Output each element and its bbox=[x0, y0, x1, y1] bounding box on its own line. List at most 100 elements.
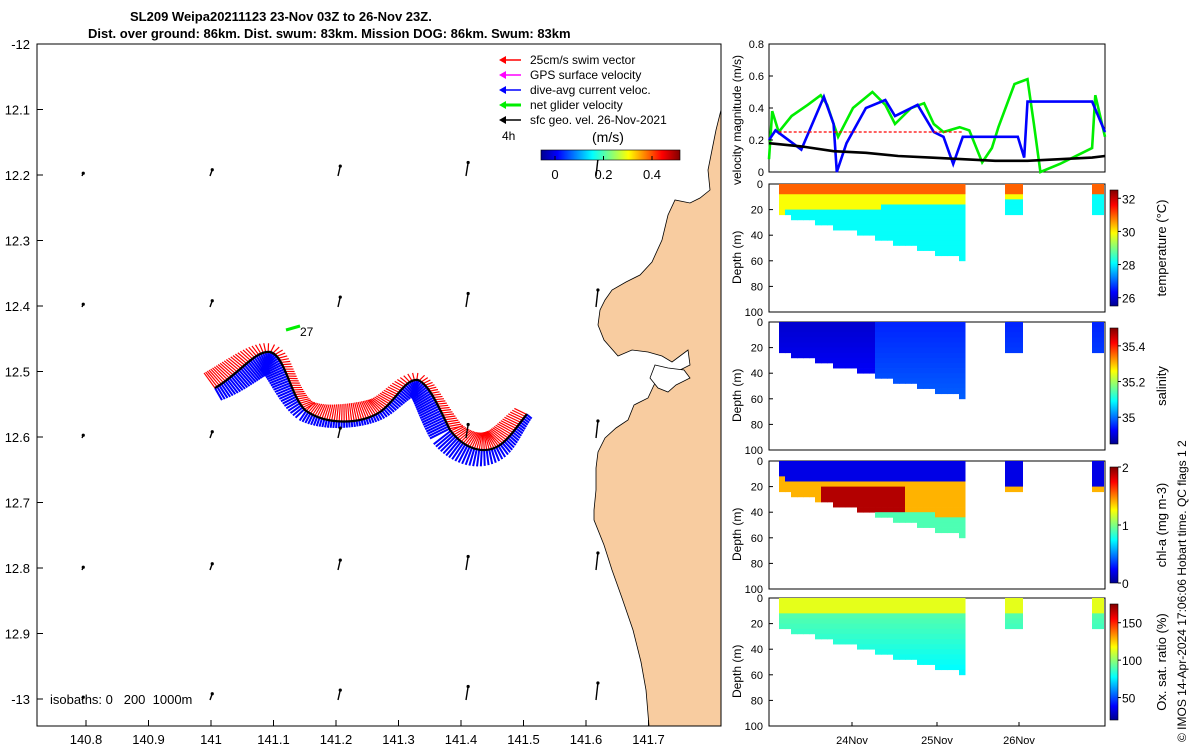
section-cell bbox=[905, 194, 912, 200]
map-x-tick-label: 141.3 bbox=[382, 732, 415, 747]
current-vector bbox=[230, 375, 244, 391]
swim-vector bbox=[280, 360, 291, 364]
section-cell bbox=[827, 194, 834, 200]
section-cell bbox=[815, 608, 822, 614]
map-y-tick-label: -12 bbox=[11, 37, 30, 52]
current-vector bbox=[214, 387, 223, 401]
swim-vector bbox=[438, 404, 449, 407]
section-cell bbox=[779, 337, 786, 343]
map-y-tick-label: 12.2 bbox=[5, 168, 30, 183]
current-vector bbox=[234, 372, 249, 389]
section-cell bbox=[941, 618, 948, 624]
section-cell bbox=[863, 204, 870, 210]
section-cell bbox=[821, 613, 828, 619]
section-cell bbox=[899, 332, 906, 338]
section-cell bbox=[899, 199, 906, 205]
geo-arrow-head bbox=[210, 299, 214, 303]
section-cell bbox=[935, 522, 942, 528]
section-cell bbox=[809, 618, 816, 624]
section-cell bbox=[911, 378, 918, 384]
current-vector bbox=[236, 371, 251, 387]
section-cell bbox=[881, 373, 888, 379]
section-cell bbox=[839, 633, 846, 640]
geo-arrow-head bbox=[338, 426, 342, 430]
section-cell bbox=[947, 517, 954, 523]
swim-vector bbox=[217, 364, 232, 377]
section-cell bbox=[917, 214, 924, 221]
section-cell bbox=[929, 517, 936, 523]
section-y-tick-label: 80 bbox=[751, 558, 763, 570]
swim-vector bbox=[485, 431, 495, 449]
net-velocity-marker bbox=[285, 324, 301, 332]
section-cell bbox=[875, 471, 882, 477]
section-cell bbox=[827, 199, 834, 205]
swim-vector bbox=[279, 358, 289, 361]
section-cell bbox=[845, 199, 852, 205]
colorbar-tick-label: 35.2 bbox=[1122, 376, 1146, 390]
section-cell bbox=[911, 189, 918, 195]
section-cell bbox=[797, 184, 804, 190]
section-cell bbox=[899, 240, 906, 246]
section-cell bbox=[893, 362, 900, 369]
section-cell bbox=[947, 496, 954, 503]
geo-arrow-head bbox=[596, 681, 600, 685]
section-cell bbox=[809, 486, 816, 493]
section-cell bbox=[953, 327, 960, 333]
section-cell bbox=[953, 388, 960, 395]
velocity-series-line bbox=[767, 77, 1107, 174]
swim-vector bbox=[514, 407, 527, 415]
section-cell bbox=[851, 496, 858, 503]
section-cell bbox=[863, 337, 870, 343]
section-cell bbox=[839, 623, 846, 630]
section-cell bbox=[797, 476, 804, 482]
section-cell bbox=[809, 623, 816, 630]
section-cell bbox=[935, 245, 942, 251]
section-cell bbox=[941, 659, 948, 665]
section-cell bbox=[827, 342, 834, 348]
section-y-tick-label: 0 bbox=[757, 456, 763, 468]
swim-vector bbox=[476, 432, 482, 450]
section-cell bbox=[893, 613, 900, 619]
swim-vector bbox=[484, 431, 490, 450]
section-cell bbox=[947, 368, 954, 374]
section-y-tick-label: 20 bbox=[751, 343, 763, 355]
current-vector bbox=[240, 367, 255, 385]
section-cell bbox=[923, 240, 930, 246]
swim-vector bbox=[362, 400, 372, 417]
section-cell bbox=[875, 214, 882, 221]
section-cell bbox=[857, 633, 864, 640]
section-cell bbox=[923, 654, 930, 660]
section-cell bbox=[1005, 481, 1023, 487]
swim-vector bbox=[389, 384, 401, 392]
section-cell bbox=[821, 219, 828, 226]
section-cell bbox=[785, 598, 792, 604]
section-cell bbox=[929, 347, 936, 354]
geo-arrow-head bbox=[81, 433, 85, 437]
section-cell bbox=[929, 608, 936, 614]
section-cell bbox=[935, 250, 942, 257]
section-cell bbox=[893, 184, 900, 190]
section-cell bbox=[791, 623, 798, 630]
section-cell bbox=[935, 230, 942, 236]
current-vector bbox=[472, 448, 478, 467]
section-cell bbox=[821, 608, 828, 614]
section-cell bbox=[815, 209, 822, 216]
section-cell bbox=[851, 357, 858, 364]
section-cell bbox=[815, 466, 822, 472]
section-cell bbox=[839, 204, 846, 210]
section-cell bbox=[893, 224, 900, 231]
section-cell bbox=[941, 337, 948, 343]
section-cell bbox=[941, 649, 948, 655]
section-cell bbox=[797, 466, 804, 472]
geo-arrow-head bbox=[466, 554, 470, 559]
section-cell bbox=[935, 507, 942, 513]
geo-arrow bbox=[595, 158, 599, 177]
swim-vector bbox=[439, 406, 450, 410]
section-cell bbox=[959, 194, 966, 200]
current-vector bbox=[505, 438, 515, 449]
section-cell bbox=[803, 342, 810, 348]
section-cell bbox=[953, 481, 960, 487]
section-cell bbox=[929, 219, 936, 226]
section-cell bbox=[911, 481, 918, 487]
section-cell bbox=[941, 522, 948, 528]
